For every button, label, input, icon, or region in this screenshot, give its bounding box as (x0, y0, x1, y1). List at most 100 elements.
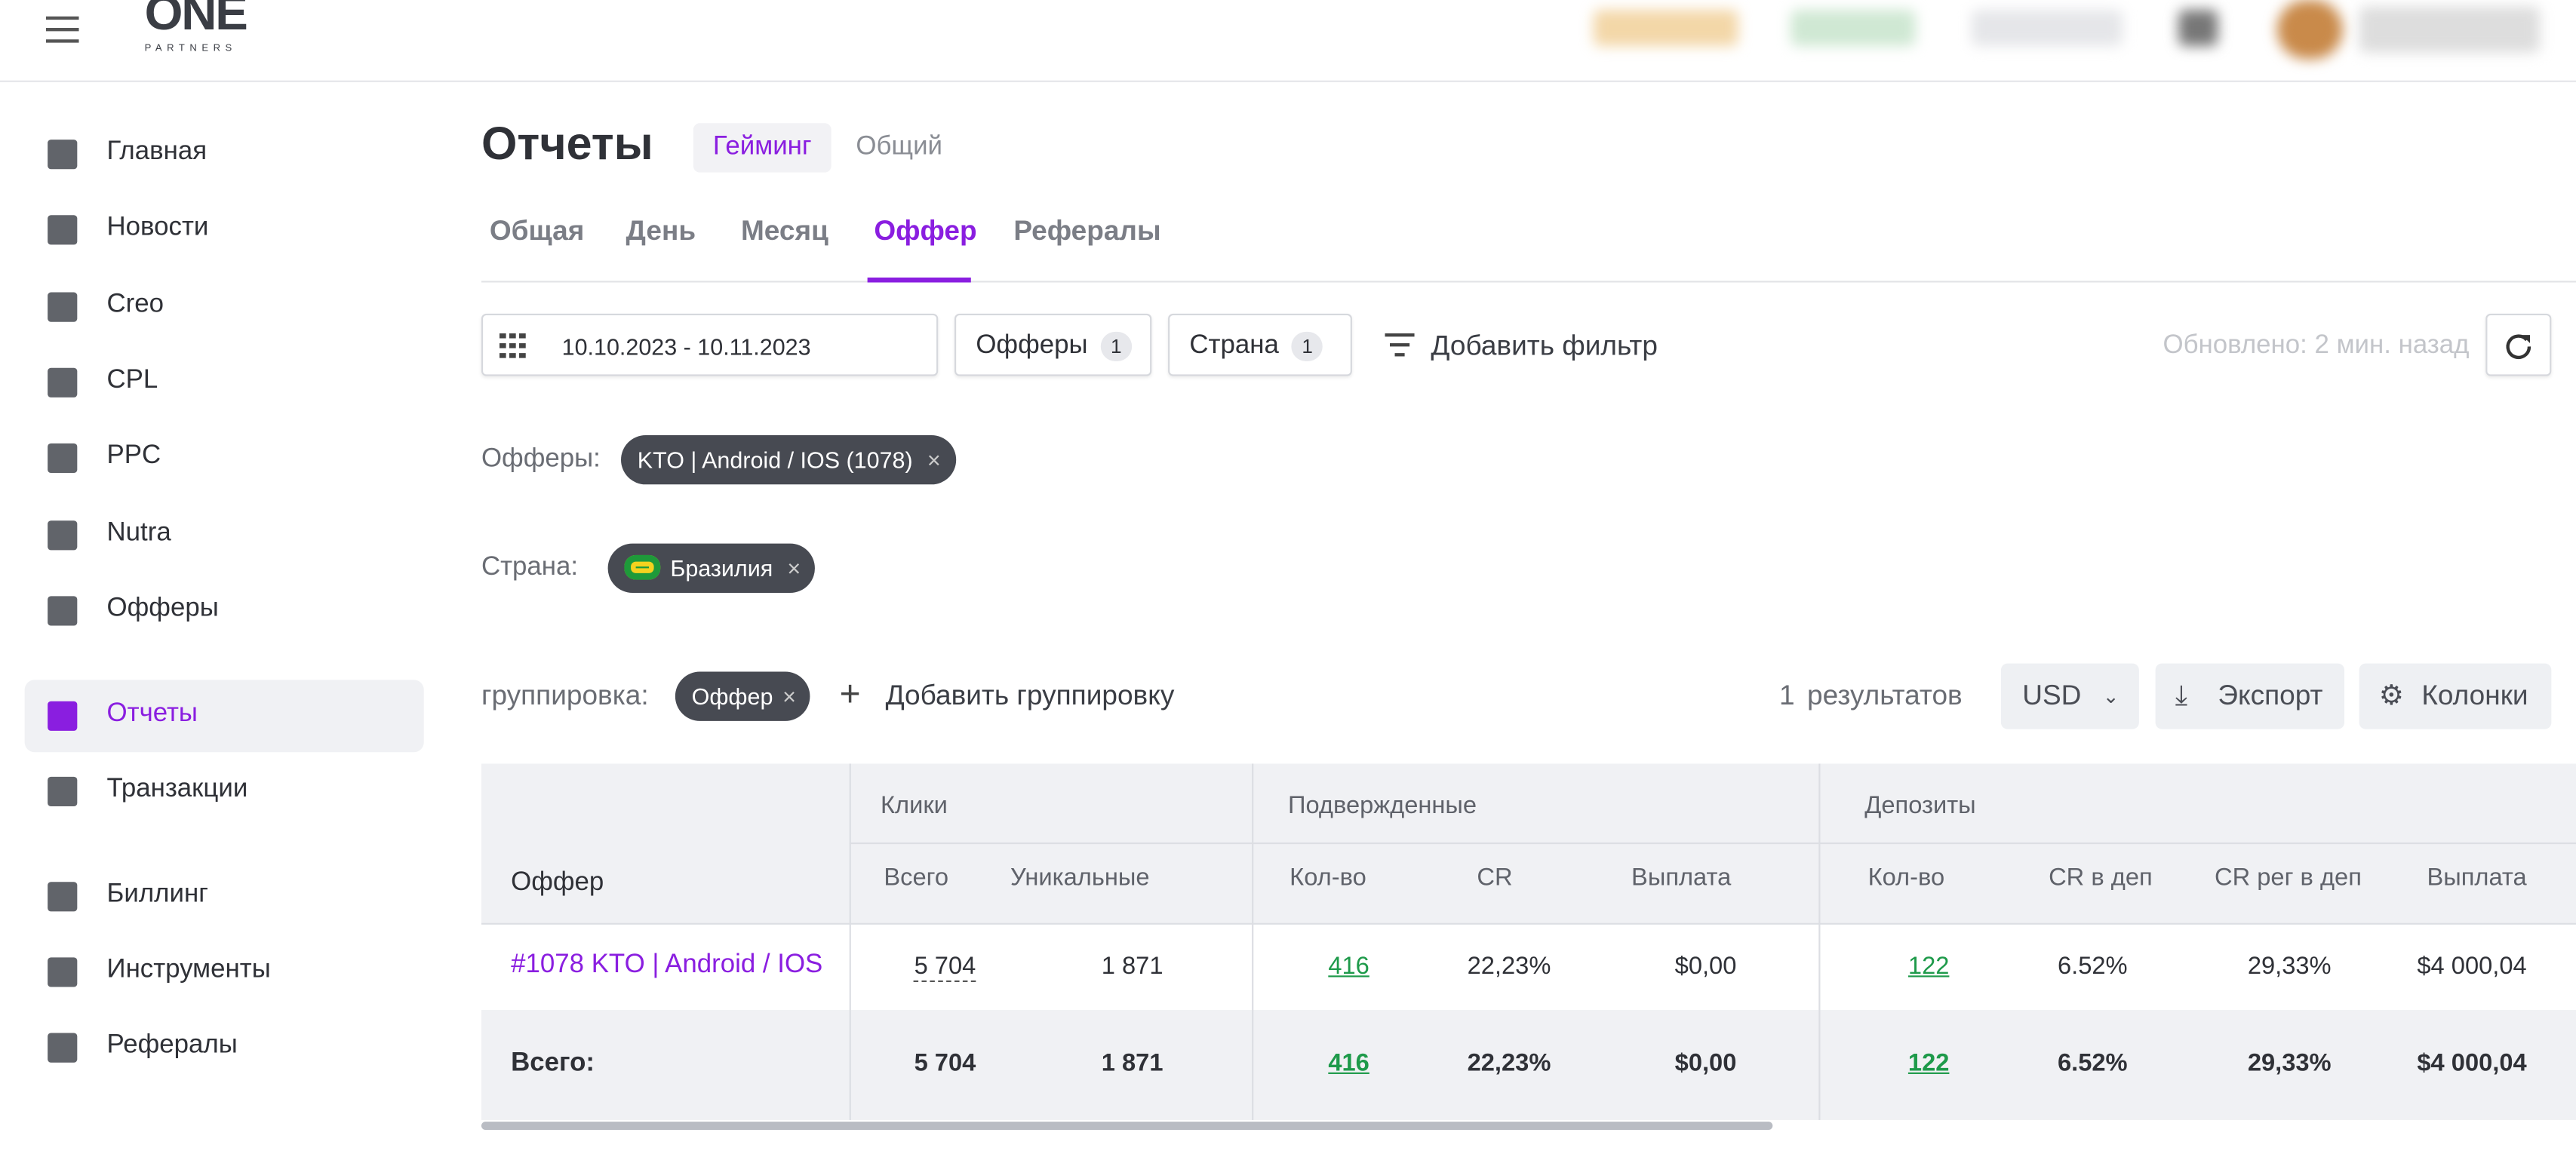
nav-item[interactable]: CPL (106, 366, 158, 394)
add-filter[interactable]: Добавить фильтр (1431, 330, 1658, 362)
divider (481, 922, 2576, 925)
column-group: Подвержденные (1288, 791, 1477, 820)
column-header[interactable]: CR рег в деп (2215, 864, 2362, 892)
tab[interactable]: Месяц (740, 215, 828, 247)
cell: $0,00 (1674, 1049, 1737, 1078)
nav-item[interactable]: Офферы (106, 594, 219, 623)
tab-underline (867, 277, 971, 283)
column-header[interactable]: Кол-во (1290, 864, 1366, 892)
group-chip[interactable]: Оффер × (675, 671, 810, 721)
country-filter[interactable]: Страна 1 (1168, 313, 1352, 376)
results-label: результатов (1807, 680, 1963, 711)
remove[interactable]: × (787, 554, 801, 582)
scrollbar[interactable] (481, 1122, 1773, 1130)
nav-icon (48, 957, 78, 987)
columns-button[interactable]: ⚙ Колонки (2359, 663, 2552, 729)
column-group: Клики (881, 791, 948, 820)
divider (849, 842, 2576, 845)
tab[interactable]: День (626, 215, 696, 247)
divider (1818, 763, 1821, 1120)
remove[interactable]: × (927, 447, 941, 474)
nav-item[interactable]: Новости (106, 213, 209, 242)
label: Офферы (976, 331, 1088, 360)
label: Колонки (2421, 680, 2528, 711)
plus-icon: + (839, 673, 861, 715)
badge: 1 (1292, 331, 1323, 361)
export-button[interactable]: ⤓ Экспорт (2155, 663, 2345, 729)
icon (499, 333, 526, 358)
divider (481, 281, 2576, 283)
nav-icon (48, 701, 78, 731)
column-header[interactable]: Выплата (1631, 864, 1732, 892)
column-group: Депозиты (1864, 791, 1976, 820)
balance (1791, 10, 1916, 46)
cell: 6.52% (2057, 1049, 2128, 1078)
nav-item[interactable]: Рефералы (106, 1031, 238, 1060)
updated: Обновлено: 2 мин. назад (2163, 331, 2470, 360)
icon: ⤓ (2175, 680, 2188, 711)
cell: 1 871 (1101, 952, 1164, 981)
tab[interactable]: Общая (489, 215, 585, 247)
nav-item[interactable]: Инструменты (106, 956, 271, 984)
cell[interactable]: 122 (1907, 952, 1950, 981)
label: Экспорт (2218, 680, 2323, 711)
cell[interactable]: 122 (1907, 1049, 1950, 1078)
cell: 5 704 (914, 953, 976, 983)
date-range: 10.10.2023 - 10.11.2023 (561, 333, 811, 360)
icon (1385, 333, 1415, 357)
refresh[interactable] (2485, 313, 2552, 376)
tab[interactable]: Рефералы (1013, 215, 1161, 247)
column-header[interactable]: Уникальные (1010, 864, 1150, 892)
nav-icon (48, 367, 78, 397)
column-header[interactable]: Всего (884, 864, 949, 892)
total-row-bg (481, 1010, 2576, 1120)
cell: 22,23% (1467, 1049, 1551, 1078)
nav-item[interactable]: Отчеты (106, 699, 198, 728)
nav-item[interactable]: Биллинг (106, 880, 208, 909)
remove[interactable]: × (782, 683, 796, 710)
currency-select[interactable]: USD ⌄ (2000, 663, 2139, 729)
column-header[interactable]: Оффер (511, 868, 604, 897)
cell: $0,00 (1674, 952, 1737, 981)
cell[interactable]: Всего: (511, 1049, 595, 1078)
label: Страна (1189, 331, 1279, 360)
column-header[interactable]: CR в деп (2049, 864, 2153, 892)
nav-icon (48, 443, 78, 474)
tab[interactable]: Оффер (874, 215, 977, 247)
add-grouping[interactable]: Добавить группировку (885, 680, 1175, 711)
menu-button[interactable] (45, 15, 82, 45)
nav-item[interactable]: Creo (106, 290, 164, 319)
applied-chip[interactable]: Бразилия × (607, 543, 816, 594)
cell: $4 000,04 (2417, 952, 2527, 981)
page-title: Отчеты (481, 118, 653, 170)
nav-icon (48, 1033, 78, 1063)
currency: USD (2022, 680, 2082, 711)
mode-tab[interactable]: Общий (856, 133, 943, 161)
column-header[interactable]: Кол-во (1867, 864, 1945, 892)
caret: ⌄ (2102, 684, 2120, 708)
offers-filter[interactable]: Офферы 1 (954, 313, 1152, 376)
nav-item[interactable]: Транзакции (106, 775, 248, 803)
column-header[interactable]: CR (1477, 864, 1513, 892)
cell: 6.52% (2057, 952, 2128, 981)
cell[interactable]: 416 (1328, 952, 1369, 981)
nav-item[interactable]: PPC (106, 441, 161, 470)
cell[interactable]: 416 (1328, 1049, 1369, 1078)
nav-item[interactable]: Nutra (106, 519, 171, 548)
date-picker[interactable]: 10.10.2023 - 10.11.2023 (481, 313, 939, 376)
nav-item[interactable]: Главная (106, 137, 207, 166)
nav-icon (48, 882, 78, 912)
icon (2506, 334, 2531, 360)
divider (849, 763, 851, 1120)
cell: $4 000,04 (2417, 1049, 2527, 1078)
applied-chip[interactable]: KTO | Android / IOS (1078) × (621, 434, 956, 485)
mode-tab[interactable]: Гейминг (693, 123, 832, 173)
cell: 29,33% (2247, 1049, 2332, 1078)
column-header[interactable]: Выплата (2427, 864, 2527, 892)
logo[interactable]: ONE (144, 0, 248, 41)
chip-text: Бразилия (670, 554, 773, 582)
cell[interactable]: #1078 KTO | Android / IOS (511, 950, 823, 979)
chip-text: KTO | Android / IOS (1078) (637, 447, 913, 474)
